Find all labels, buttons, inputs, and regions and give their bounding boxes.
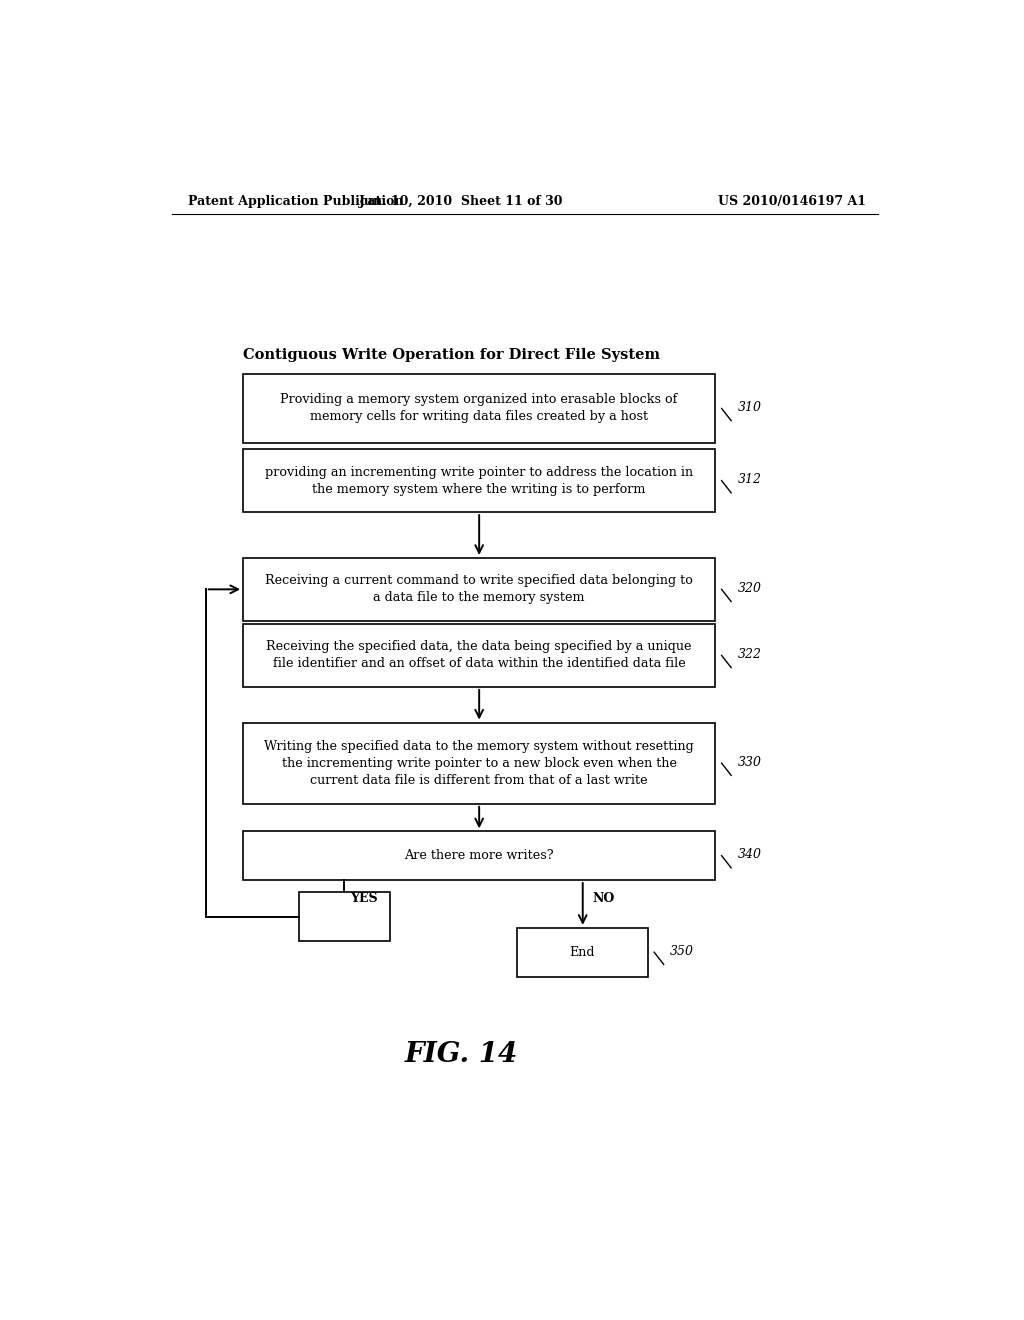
Text: 320: 320 [737, 582, 762, 595]
Text: US 2010/0146197 A1: US 2010/0146197 A1 [718, 194, 866, 207]
Text: Receiving a current command to write specified data belonging to
a data file to : Receiving a current command to write spe… [265, 574, 693, 605]
Text: 330: 330 [737, 755, 762, 768]
Text: Receiving the specified data, the data being specified by a unique
file identifi: Receiving the specified data, the data b… [266, 640, 692, 671]
Bar [243, 374, 715, 444]
Text: 310: 310 [737, 401, 762, 414]
Text: 340: 340 [737, 849, 762, 861]
Text: providing an incrementing write pointer to address the location in
the memory sy: providing an incrementing write pointer … [265, 466, 693, 495]
Text: Patent Application Publication: Patent Application Publication [187, 194, 403, 207]
Text: 322: 322 [737, 648, 762, 661]
Bar [299, 892, 390, 941]
Bar [517, 928, 648, 977]
Bar [243, 722, 715, 804]
Text: NO: NO [592, 892, 614, 904]
Bar [243, 832, 715, 880]
Bar [243, 624, 715, 686]
Text: Writing the specified data to the memory system without resetting
the incrementi: Writing the specified data to the memory… [264, 739, 694, 787]
Bar [243, 449, 715, 512]
Text: 350: 350 [670, 945, 694, 958]
Text: Providing a memory system organized into erasable blocks of
memory cells for wri: Providing a memory system organized into… [281, 393, 678, 424]
Bar [243, 558, 715, 620]
Text: 312: 312 [737, 473, 762, 486]
Text: Contiguous Write Operation for Direct File System: Contiguous Write Operation for Direct Fi… [243, 347, 660, 362]
Text: Jun. 10, 2010  Sheet 11 of 30: Jun. 10, 2010 Sheet 11 of 30 [359, 194, 563, 207]
Text: FIG. 14: FIG. 14 [404, 1041, 518, 1068]
Text: End: End [569, 945, 595, 958]
Text: YES: YES [350, 892, 378, 904]
Text: Are there more writes?: Are there more writes? [404, 849, 554, 862]
